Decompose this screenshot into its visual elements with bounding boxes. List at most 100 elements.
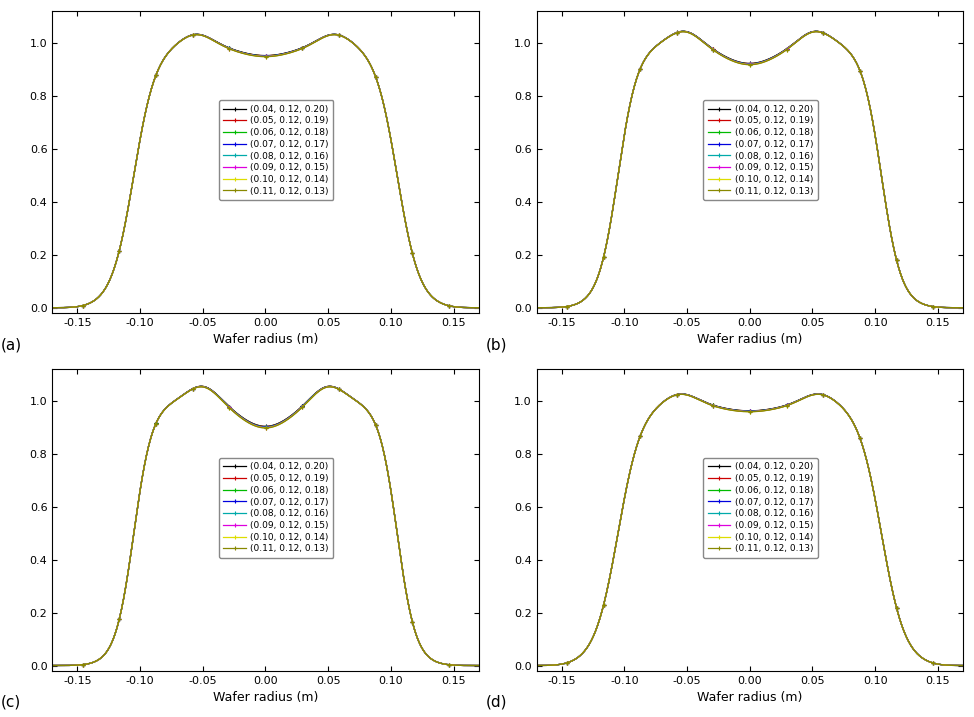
(0.04, 0.12, 0.20)	[240, 49, 251, 57]
(0.05, 0.12, 0.19)	[524, 661, 536, 670]
(0.07, 0.12, 0.17)	[818, 391, 830, 399]
(0.06, 0.12, 0.18)	[855, 70, 867, 79]
Text: (d): (d)	[485, 695, 506, 710]
(0.04, 0.12, 0.20)	[479, 661, 491, 670]
(0.06, 0.12, 0.18)	[153, 413, 165, 422]
(0.05, 0.12, 0.19)	[724, 405, 735, 414]
(0.04, 0.12, 0.20)	[818, 29, 830, 37]
(0.10, 0.12, 0.14)	[724, 55, 735, 64]
(0.05, 0.12, 0.19)	[676, 389, 688, 398]
(0.08, 0.12, 0.16)	[196, 382, 207, 391]
(0.10, 0.12, 0.14)	[371, 424, 383, 433]
(0.06, 0.12, 0.18)	[240, 49, 251, 57]
(0.09, 0.12, 0.15)	[678, 27, 690, 36]
(0.05, 0.12, 0.19)	[818, 391, 830, 399]
Line: (0.11, 0.12, 0.13): (0.11, 0.12, 0.13)	[44, 32, 487, 310]
(0.11, 0.12, 0.13)	[479, 661, 491, 670]
(0.04, 0.12, 0.20)	[963, 661, 974, 670]
(0.10, 0.12, 0.14)	[479, 303, 491, 312]
(0.07, 0.12, 0.17)	[855, 438, 867, 447]
(0.06, 0.12, 0.18)	[196, 382, 207, 391]
(0.05, 0.12, 0.19)	[118, 227, 130, 235]
(0.05, 0.12, 0.19)	[40, 303, 52, 312]
(0.10, 0.12, 0.14)	[479, 661, 491, 670]
(0.10, 0.12, 0.14)	[191, 30, 203, 39]
(0.05, 0.12, 0.19)	[479, 661, 491, 670]
(0.10, 0.12, 0.14)	[784, 43, 796, 52]
(0.09, 0.12, 0.15)	[479, 303, 491, 312]
(0.05, 0.12, 0.19)	[524, 303, 536, 312]
(0.10, 0.12, 0.14)	[675, 390, 687, 399]
(0.10, 0.12, 0.14)	[240, 49, 251, 58]
(0.09, 0.12, 0.15)	[818, 391, 830, 399]
(0.04, 0.12, 0.20)	[524, 661, 536, 670]
(0.05, 0.12, 0.19)	[855, 438, 867, 447]
(0.11, 0.12, 0.13)	[191, 30, 203, 39]
(0.09, 0.12, 0.15)	[191, 30, 203, 39]
(0.09, 0.12, 0.15)	[371, 77, 383, 85]
(0.10, 0.12, 0.14)	[118, 594, 130, 602]
X-axis label: Wafer radius (m): Wafer radius (m)	[212, 691, 318, 704]
(0.06, 0.12, 0.18)	[602, 233, 614, 242]
(0.06, 0.12, 0.18)	[118, 227, 130, 235]
(0.10, 0.12, 0.14)	[602, 582, 614, 591]
(0.10, 0.12, 0.14)	[240, 417, 251, 425]
(0.07, 0.12, 0.17)	[784, 42, 796, 51]
(0.06, 0.12, 0.18)	[675, 390, 687, 399]
(0.07, 0.12, 0.17)	[191, 30, 203, 39]
(0.06, 0.12, 0.18)	[524, 661, 536, 670]
(0.05, 0.12, 0.19)	[153, 64, 165, 72]
(0.07, 0.12, 0.17)	[40, 661, 52, 670]
(0.07, 0.12, 0.17)	[675, 390, 687, 399]
Text: (a): (a)	[1, 337, 22, 352]
(0.06, 0.12, 0.18)	[300, 42, 312, 51]
(0.07, 0.12, 0.17)	[855, 70, 867, 79]
(0.05, 0.12, 0.19)	[196, 382, 207, 391]
(0.09, 0.12, 0.15)	[153, 413, 165, 422]
(0.08, 0.12, 0.16)	[240, 49, 251, 58]
(0.09, 0.12, 0.15)	[963, 303, 974, 312]
X-axis label: Wafer radius (m): Wafer radius (m)	[697, 691, 803, 704]
(0.08, 0.12, 0.16)	[300, 42, 312, 51]
(0.07, 0.12, 0.17)	[724, 54, 735, 63]
Line: (0.09, 0.12, 0.15): (0.09, 0.12, 0.15)	[528, 391, 972, 668]
(0.06, 0.12, 0.18)	[724, 54, 735, 63]
(0.04, 0.12, 0.20)	[724, 405, 735, 414]
(0.11, 0.12, 0.13)	[195, 382, 206, 391]
X-axis label: Wafer radius (m): Wafer radius (m)	[697, 333, 803, 346]
Line: (0.10, 0.12, 0.14): (0.10, 0.12, 0.14)	[528, 29, 972, 310]
(0.09, 0.12, 0.15)	[300, 42, 312, 51]
(0.06, 0.12, 0.18)	[191, 30, 203, 39]
(0.08, 0.12, 0.16)	[334, 31, 346, 39]
(0.05, 0.12, 0.19)	[637, 58, 649, 67]
(0.08, 0.12, 0.16)	[855, 70, 867, 79]
Line: (0.11, 0.12, 0.13): (0.11, 0.12, 0.13)	[528, 29, 972, 310]
(0.07, 0.12, 0.17)	[637, 58, 649, 67]
(0.05, 0.12, 0.19)	[637, 424, 649, 433]
(0.04, 0.12, 0.20)	[196, 382, 207, 391]
(0.11, 0.12, 0.13)	[637, 58, 649, 67]
(0.10, 0.12, 0.14)	[784, 400, 796, 409]
(0.07, 0.12, 0.17)	[118, 227, 130, 235]
(0.09, 0.12, 0.15)	[479, 661, 491, 670]
(0.08, 0.12, 0.16)	[524, 661, 536, 670]
(0.11, 0.12, 0.13)	[602, 233, 614, 242]
(0.11, 0.12, 0.13)	[334, 386, 346, 394]
(0.04, 0.12, 0.20)	[300, 42, 312, 51]
(0.11, 0.12, 0.13)	[118, 594, 130, 602]
Text: (b): (b)	[485, 337, 506, 352]
(0.10, 0.12, 0.14)	[40, 303, 52, 312]
(0.04, 0.12, 0.20)	[602, 233, 614, 242]
(0.06, 0.12, 0.18)	[479, 303, 491, 312]
(0.07, 0.12, 0.17)	[334, 31, 346, 39]
Line: (0.04, 0.12, 0.20): (0.04, 0.12, 0.20)	[44, 384, 487, 668]
Line: (0.09, 0.12, 0.15): (0.09, 0.12, 0.15)	[528, 29, 972, 310]
(0.11, 0.12, 0.13)	[153, 64, 165, 72]
Line: (0.07, 0.12, 0.17): (0.07, 0.12, 0.17)	[44, 32, 487, 310]
(0.09, 0.12, 0.15)	[118, 227, 130, 235]
(0.09, 0.12, 0.15)	[300, 399, 312, 408]
(0.11, 0.12, 0.13)	[963, 303, 974, 312]
(0.05, 0.12, 0.19)	[40, 661, 52, 670]
(0.09, 0.12, 0.15)	[524, 661, 536, 670]
(0.08, 0.12, 0.16)	[300, 399, 312, 408]
